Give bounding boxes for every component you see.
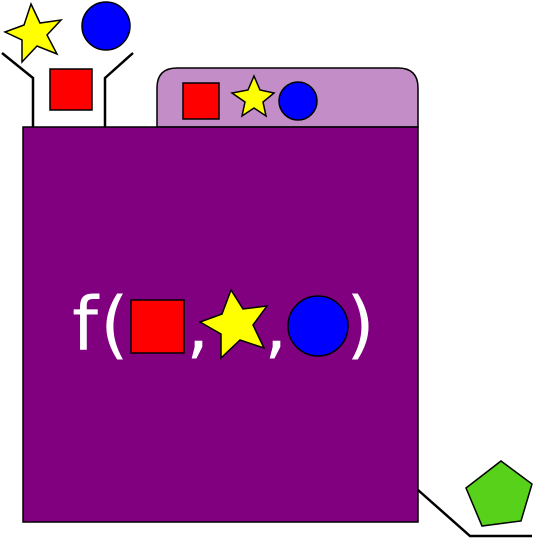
function-label: f ( , , ) <box>72 282 375 368</box>
close-paren: ) <box>346 282 375 368</box>
funnel-right-arm <box>103 52 134 127</box>
tab-square-icon <box>182 82 220 120</box>
falling-square-icon <box>49 68 93 111</box>
label-comma-2: , <box>264 282 288 368</box>
tab-circle-icon <box>278 81 318 121</box>
falling-circle-icon <box>81 1 131 51</box>
function-name: f <box>72 282 100 368</box>
label-square-icon <box>130 299 185 354</box>
falling-star-icon <box>3 1 63 64</box>
tab-star-icon <box>230 74 276 118</box>
open-paren: ( <box>100 282 129 368</box>
label-comma-1: , <box>186 282 210 368</box>
output-pentagon-icon <box>465 460 533 527</box>
label-circle-icon <box>287 295 349 357</box>
input-funnel <box>1 52 134 127</box>
output-chute <box>417 489 532 538</box>
funnel-left-arm <box>1 52 35 127</box>
label-star-icon <box>198 288 269 360</box>
